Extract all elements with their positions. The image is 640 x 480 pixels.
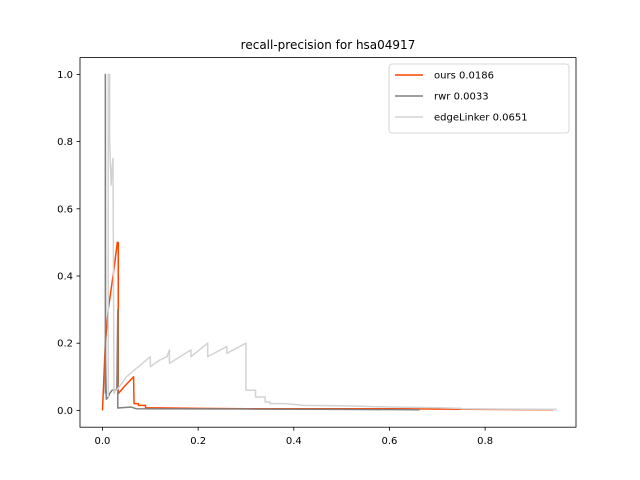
series-layer — [101, 73, 557, 411]
x-tick-label: 0.8 — [477, 436, 493, 447]
x-tick-label: 0.4 — [286, 436, 302, 447]
plot-frame — [79, 57, 577, 428]
y-tick-label: 0.8 — [57, 137, 73, 148]
x-axis: 0.0 0.2 0.4 0.6 0.8 — [95, 427, 493, 447]
x-tick-label: 0.2 — [190, 436, 206, 447]
y-tick-label: 0.2 — [57, 339, 73, 350]
legend-label-1: rwr 0.0033 — [434, 92, 489, 103]
y-tick-label: 0.0 — [57, 406, 73, 417]
y-tick-label: 0.6 — [57, 204, 73, 215]
x-tick-label: 0.0 — [95, 436, 111, 447]
y-tick-label: 1.0 — [57, 70, 73, 81]
chart-title: recall-precision for hsa04917 — [241, 38, 416, 52]
series-line-2 — [107, 73, 557, 411]
legend: ours 0.0186 rwr 0.0033 edgeLinker 0.0651 — [388, 63, 570, 134]
y-tick-label: 0.4 — [57, 272, 73, 283]
legend-label-2: edgeLinker 0.0651 — [434, 113, 528, 124]
legend-box — [388, 63, 570, 134]
legend-label-0: ours 0.0186 — [434, 71, 494, 82]
x-tick-label: 0.6 — [382, 436, 398, 447]
y-axis: 0.0 0.2 0.4 0.6 0.8 1.0 — [57, 70, 80, 417]
